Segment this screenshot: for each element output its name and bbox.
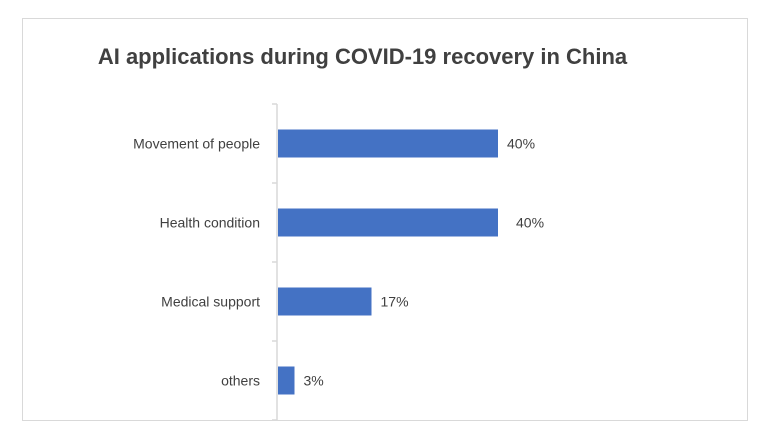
- category-label: Movement of people: [133, 136, 260, 152]
- chart-area: [22, 18, 748, 421]
- category-label: Health condition: [160, 215, 260, 231]
- bar: [278, 129, 498, 158]
- bar: [278, 287, 372, 316]
- data-label: 17%: [381, 294, 409, 310]
- category-label: others: [221, 373, 260, 389]
- chart-title: AI applications during COVID-19 recovery…: [97, 44, 628, 69]
- category-label: Medical support: [161, 294, 260, 310]
- bar: [278, 208, 498, 237]
- bar: [278, 366, 295, 395]
- data-label: 40%: [507, 136, 535, 152]
- data-label: 40%: [516, 215, 544, 231]
- data-label: 3%: [304, 373, 324, 389]
